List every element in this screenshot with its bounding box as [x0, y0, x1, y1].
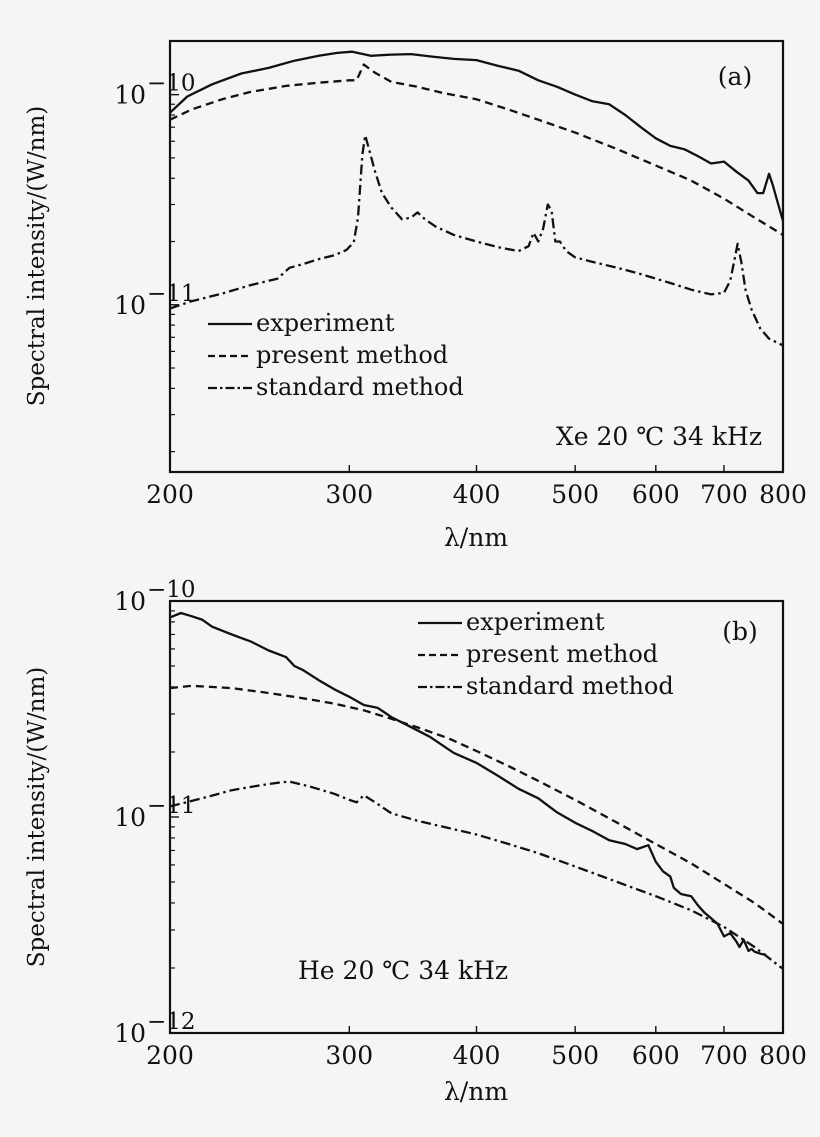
annotation-a: Xe 20 ℃ 34 kHz [556, 422, 762, 451]
x-tick-label: 300 [325, 480, 373, 509]
legend-label: standard method [256, 373, 464, 401]
y-tick-label: 10 [114, 587, 146, 616]
legend-label: experiment [466, 608, 605, 636]
x-tick-label: 800 [759, 480, 807, 509]
legend-label: standard method [466, 672, 674, 700]
x-tick-label: 600 [632, 480, 680, 509]
series-standard-method [169, 134, 784, 347]
x-tick-label: 200 [146, 1041, 194, 1070]
series-present-method [169, 684, 784, 925]
x-tick-label: 500 [551, 480, 599, 509]
legend-label: present method [256, 341, 448, 369]
y-tick-label: 10 [114, 291, 146, 320]
plot-frame-a [168, 39, 785, 474]
y-tick-label-exponent: −11 [147, 281, 196, 307]
x-tick-label: 300 [325, 1041, 373, 1070]
x-tick-label: 200 [146, 480, 194, 509]
y-tick-label-exponent: −10 [147, 71, 196, 97]
x-tick-label: 700 [700, 480, 748, 509]
y-tick-label-exponent: −10 [147, 577, 196, 603]
x-axis-label-a: λ/nm [444, 523, 508, 552]
y-axis-label-a: Spectral intensity/(W/nm) [24, 106, 50, 407]
x-tick-label: 600 [632, 1041, 680, 1070]
annotation-b: He 20 ℃ 34 kHz [298, 956, 508, 985]
series-present-method [169, 63, 784, 236]
panel-label-b: (b) [722, 617, 758, 646]
series-experiment [169, 50, 785, 222]
panel-label-a: (a) [718, 62, 752, 91]
legend-label: present method [466, 640, 658, 668]
legend-a: experiment present method standard method [208, 309, 464, 401]
series-standard-method [169, 780, 784, 970]
legend-b: experiment present method standard method [418, 608, 674, 700]
x-tick-label: 500 [551, 1041, 599, 1070]
x-tick-label: 800 [759, 1041, 807, 1070]
series-experiment [169, 611, 767, 957]
x-axis-label-b: λ/nm [444, 1077, 508, 1106]
x-tick-label: 700 [700, 1041, 748, 1070]
y-tick-label-exponent: −12 [147, 1009, 196, 1035]
y-tick-label: 10 [114, 1019, 146, 1048]
y-axis-label-b: Spectral intensity/(W/nm) [24, 667, 50, 968]
y-tick-label: 10 [114, 81, 146, 110]
legend-label: experiment [256, 309, 395, 337]
x-tick-label: 400 [453, 1041, 501, 1070]
plot-frame-b [168, 599, 785, 1035]
x-tick-label: 400 [453, 480, 501, 509]
y-tick-label: 10 [114, 803, 146, 832]
